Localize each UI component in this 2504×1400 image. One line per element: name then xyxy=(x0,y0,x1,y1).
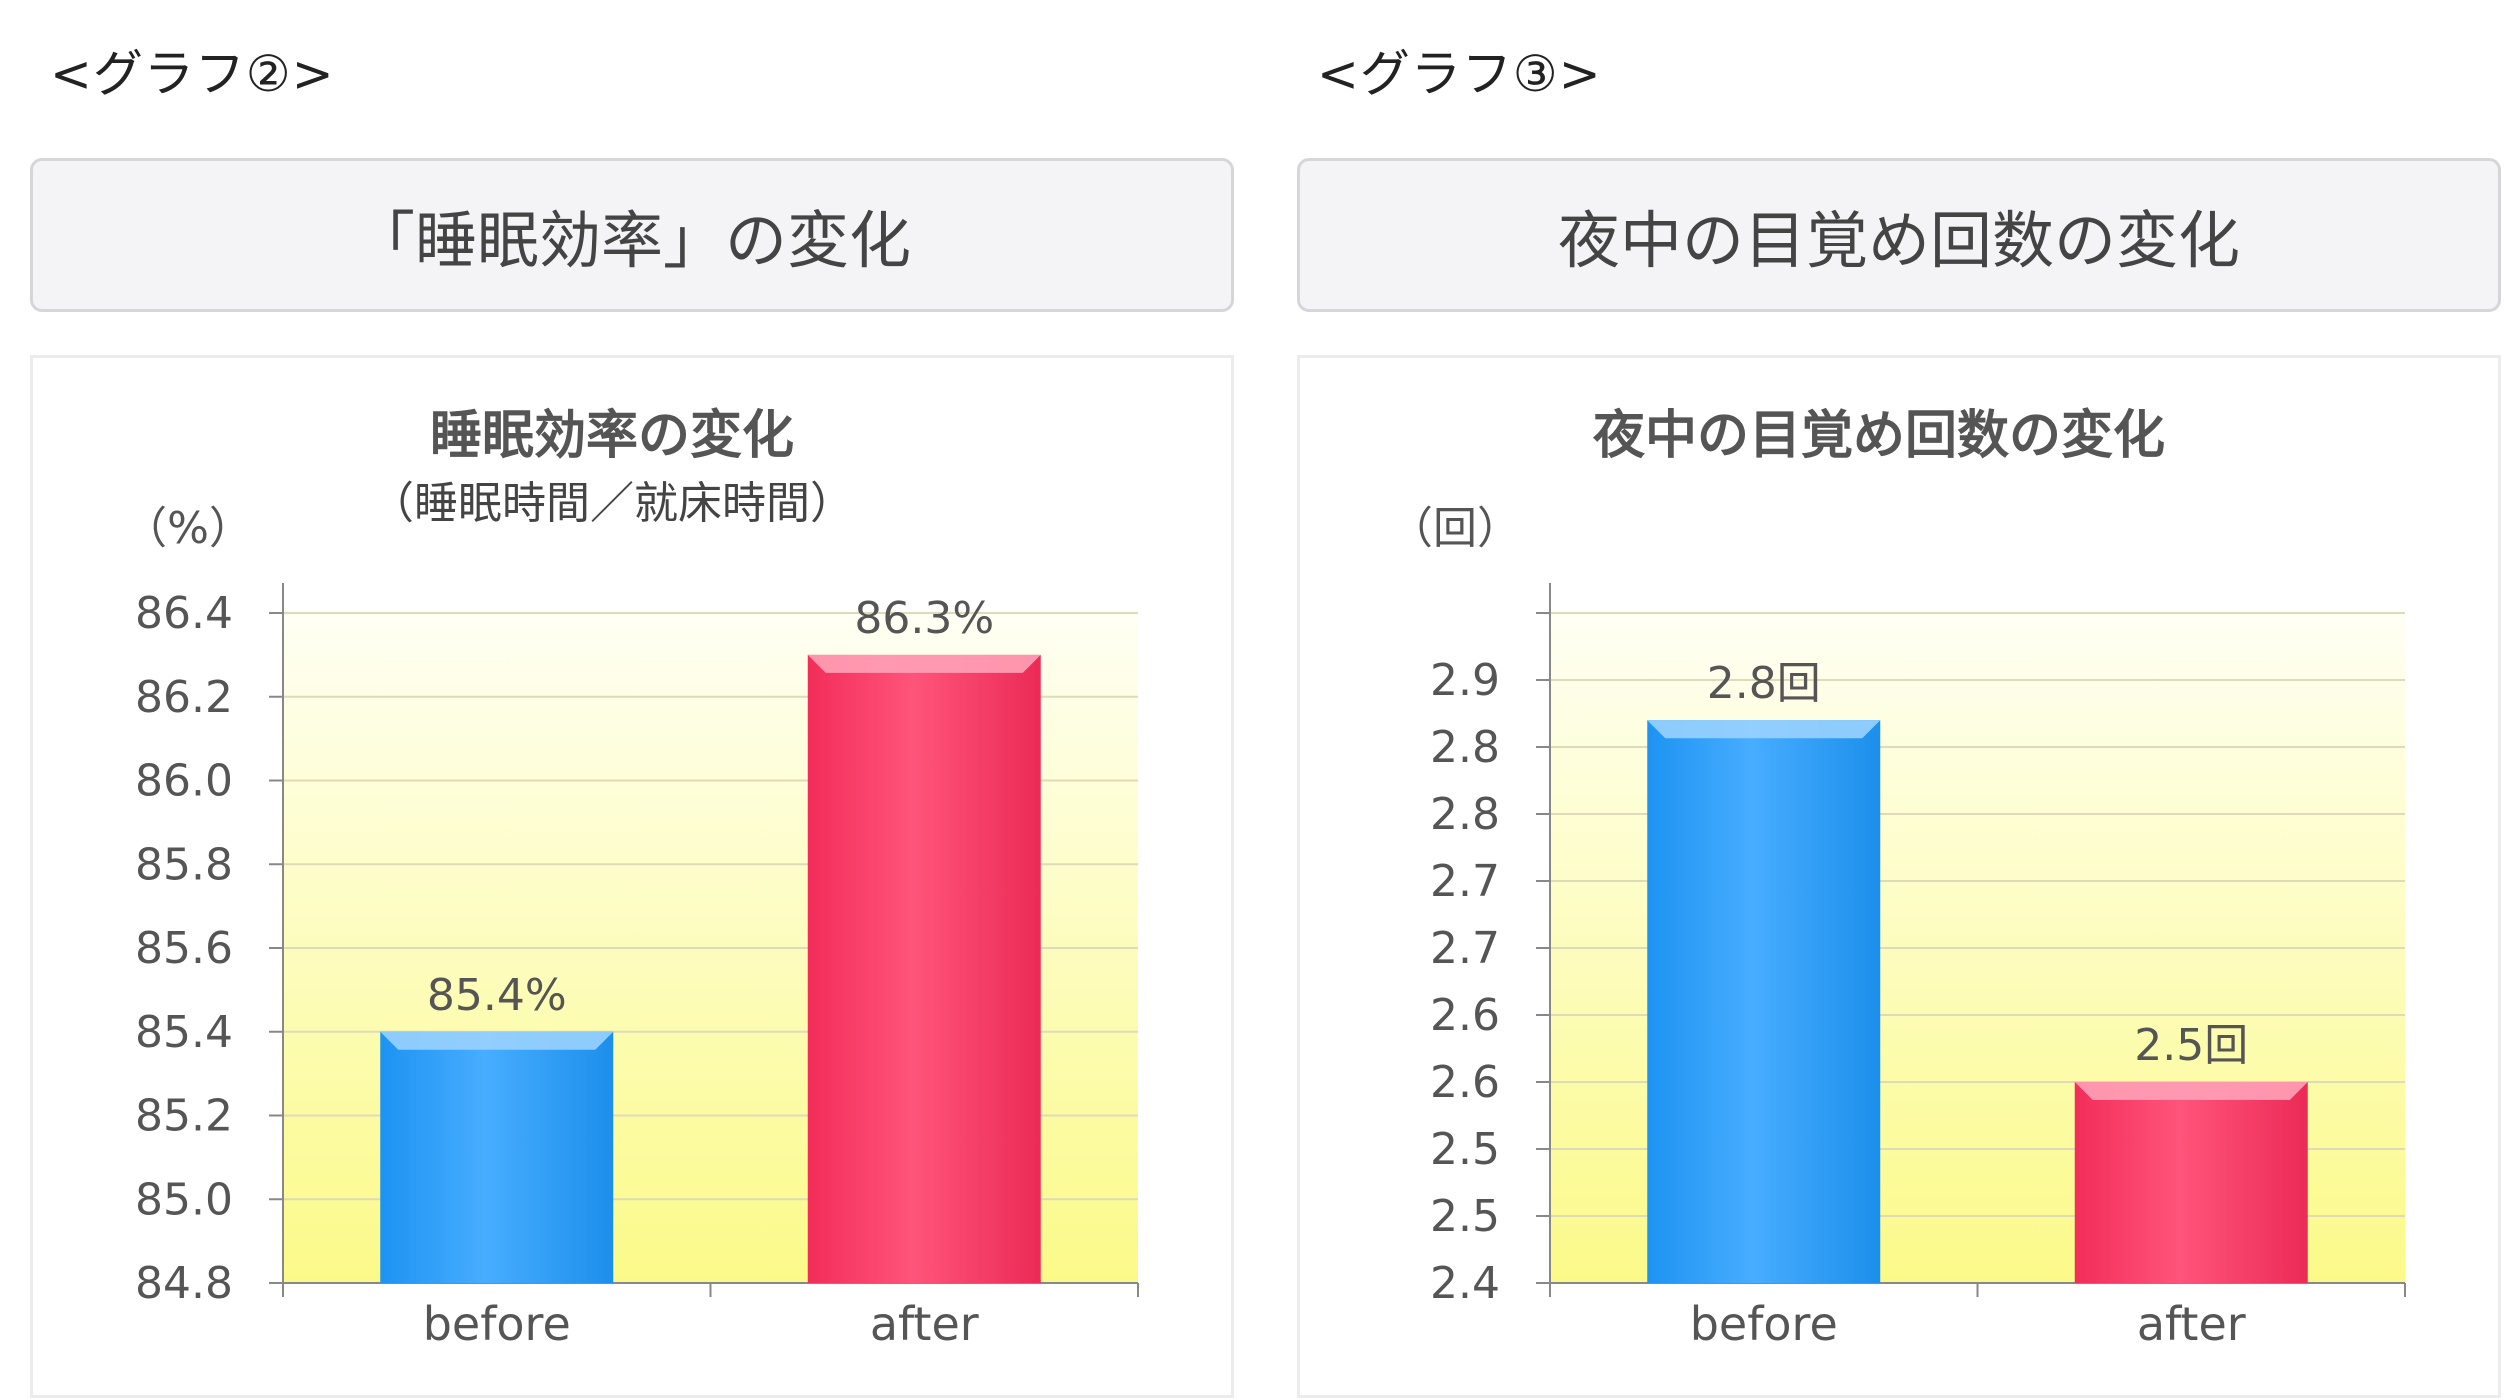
y-tick-label: 86.0 xyxy=(135,756,233,807)
chart-title: 睡眠効率の変化 xyxy=(430,406,794,466)
y-tick-label: 2.5 xyxy=(1430,1124,1500,1175)
y-tick-label: 86.4 xyxy=(135,588,233,639)
panel-header: 夜中の目覚め回数の変化 xyxy=(1297,158,2501,312)
data-label-after: 86.3% xyxy=(854,593,994,644)
y-tick-label: 2.7 xyxy=(1430,923,1500,974)
x-category-label: before xyxy=(423,1297,571,1351)
sleep-efficiency-chart: 睡眠効率の変化 （睡眠時間／就床時間） （%） 84.8 85.0 85.2 85.4 85.… xyxy=(123,406,1139,1351)
graph-label: <グラフ②> xyxy=(50,45,335,103)
y-tick-label: 2.9 xyxy=(1430,655,1500,706)
y-tick-label: 2.6 xyxy=(1430,1057,1500,1108)
y-tick-label: 85.4 xyxy=(135,1007,233,1058)
bar-highlight xyxy=(807,654,1041,673)
data-label-before: 2.8回 xyxy=(1707,658,1821,709)
y-tick-label: 2.7 xyxy=(1430,856,1500,907)
y-tick-label: 2.5 xyxy=(1430,1191,1500,1242)
bar-after xyxy=(2074,1082,2308,1283)
y-tick-label: 85.2 xyxy=(135,1091,233,1142)
x-category-label: before xyxy=(1690,1297,1838,1351)
graph-label: <グラフ③> xyxy=(1317,45,1602,103)
y-tick-label: 86.2 xyxy=(135,672,233,723)
chart-subtitle: （睡眠時間／就床時間） xyxy=(370,478,854,529)
panel-header: 「睡眠効率」の変化 xyxy=(30,158,1234,312)
bar-highlight xyxy=(2074,1082,2308,1100)
x-category-label: after xyxy=(870,1297,979,1351)
bar-before xyxy=(1647,720,1881,1283)
chart-container: 夜中の目覚め回数の変化 （回） 2.4 2.5 2.5 2.6 2.6 2.7 2.7 2.8 2.… xyxy=(1297,355,2501,1398)
night-awakenings-chart: 夜中の目覚め回数の変化 （回） 2.4 2.5 2.5 2.6 2.6 2.7 2.7 2.8 2.… xyxy=(1389,406,2406,1351)
y-tick-label: 2.8 xyxy=(1430,722,1500,773)
data-label-after: 2.5回 xyxy=(2134,1020,2248,1071)
panel-sleep-efficiency: <グラフ②> 「睡眠効率」の変化 睡眠効率の変化 （睡眠時間／就床時間） （%） 84… xyxy=(30,0,1270,1400)
y-tick-label: 2.6 xyxy=(1430,990,1500,1041)
panel-night-awakenings: <グラフ③> 夜中の目覚め回数の変化 夜中の目覚め回数の変化 （回） 2.4 2.5 2… xyxy=(1297,0,2504,1400)
chart-container: 睡眠効率の変化 （睡眠時間／就床時間） （%） 84.8 85.0 85.2 85.4 85.… xyxy=(30,355,1234,1398)
bar-highlight xyxy=(380,1031,614,1050)
bar-highlight xyxy=(1647,720,1881,739)
x-category-label: after xyxy=(2137,1297,2246,1351)
y-tick-label: 2.8 xyxy=(1430,789,1500,840)
y-tick-label: 85.6 xyxy=(135,923,233,974)
chart-title: 夜中の目覚め回数の変化 xyxy=(1592,406,2165,466)
bar-after xyxy=(807,654,1041,1283)
y-unit-label: （%） xyxy=(123,503,253,554)
bar-before xyxy=(380,1031,614,1283)
data-label-before: 85.4% xyxy=(427,970,567,1021)
y-tick-label: 84.8 xyxy=(135,1258,233,1309)
y-tick-label: 85.8 xyxy=(135,839,233,890)
y-unit-label: （回） xyxy=(1389,503,1521,554)
y-tick-label: 2.4 xyxy=(1430,1258,1500,1309)
y-tick-label: 85.0 xyxy=(135,1174,233,1225)
